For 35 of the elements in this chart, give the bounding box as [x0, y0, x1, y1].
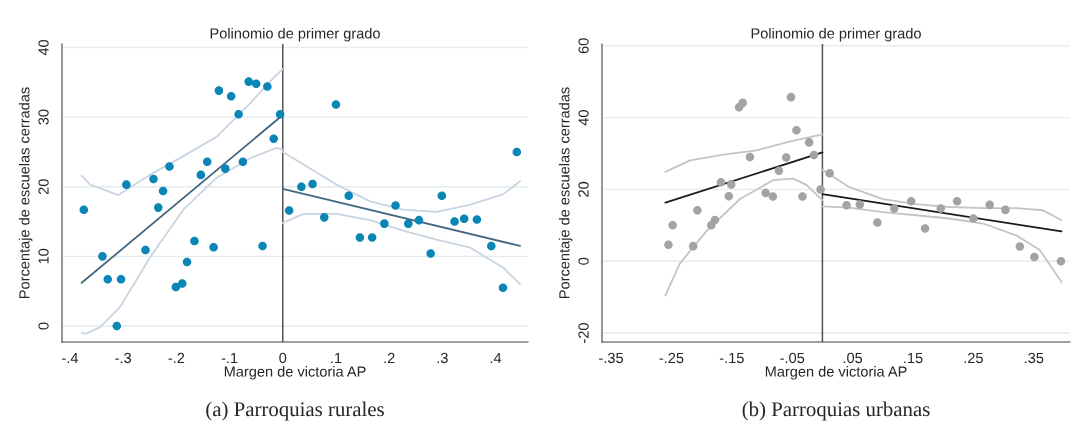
y-tick-label: 0 [38, 322, 49, 330]
y-axis-title: Porcentaje de escuelas cerradas [558, 87, 573, 298]
x-tick-label: .35 [1024, 352, 1044, 364]
x-tick-label: .25 [964, 352, 983, 364]
text: (b) Parroquias urbanas [742, 401, 930, 421]
x-tick-label: -.3 [115, 352, 132, 364]
y-tick-label: 10 [38, 248, 49, 264]
text: (a) Parroquias rurales [206, 401, 384, 421]
x-tick-label: .4 [490, 352, 502, 363]
x-tick-label: .15 [904, 352, 923, 364]
y-axis-title: Porcentaje de escuelas cerradas [18, 87, 33, 298]
x-tick-label: 0 [279, 352, 287, 364]
x-tick-label: -.4 [62, 352, 79, 363]
x-tick-label: -.05 [780, 352, 805, 364]
y-tick-label: 20 [38, 179, 49, 195]
x-tick-label: -.35 [599, 352, 624, 364]
y-tick-label: 40 [38, 39, 49, 56]
y-tick-label: 20 [578, 181, 589, 197]
x-tick-label: -.25 [659, 352, 684, 364]
y-tick-label: 40 [578, 110, 589, 126]
x-tick-label: .2 [384, 352, 395, 363]
x-tick-label: .05 [843, 352, 863, 364]
x-axis-title: Margen de victoria AP [224, 366, 366, 380]
y-tick-label: 0 [578, 257, 589, 265]
x-tick-label: .1 [331, 352, 342, 363]
x-tick-label: -.15 [719, 352, 744, 364]
x-tick-label: -.2 [168, 352, 185, 363]
chart-title: Polinomio de primer grado [751, 27, 921, 42]
x-tick-label: -.1 [221, 352, 238, 363]
y-tick-label: 60 [578, 38, 589, 54]
y-tick-label: -20 [578, 323, 589, 343]
y-tick-label: 30 [38, 109, 49, 125]
x-tick-label: .3 [437, 352, 448, 364]
chart-title: Polinomio de primer grado [210, 27, 380, 42]
x-axis-title: Margen de victoria AP [765, 366, 907, 380]
